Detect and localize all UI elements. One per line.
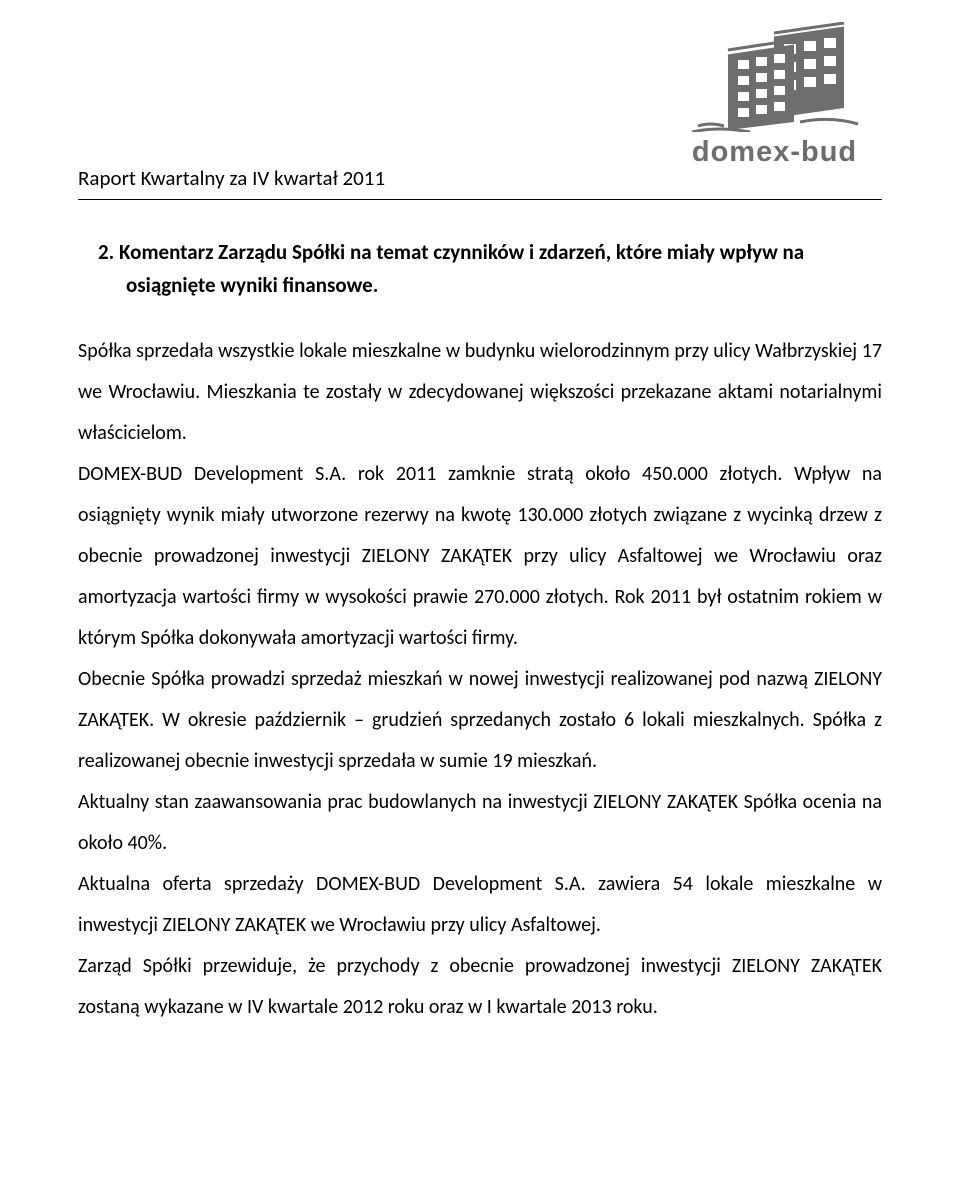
brand-name: domex-bud	[667, 136, 882, 169]
paragraph: DOMEX-BUD Development S.A. rok 2011 zamk…	[78, 454, 882, 659]
paragraph: Aktualny stan zaawansowania prac budowla…	[78, 782, 882, 864]
body-content: Spółka sprzedała wszystkie lokale mieszk…	[78, 331, 882, 1028]
section-heading: 2. Komentarz Zarządu Spółki na temat czy…	[78, 236, 882, 301]
page-header: Raport Kwartalny za IV kwartał 2011	[78, 165, 882, 200]
paragraph: Spółka sprzedała wszystkie lokale mieszk…	[78, 331, 882, 454]
buildings-icon	[690, 22, 860, 132]
report-title: Raport Kwartalny za IV kwartał 2011	[78, 165, 882, 197]
paragraph: Obecnie Spółka prowadzi sprzedaż mieszka…	[78, 659, 882, 782]
paragraph: Aktualna oferta sprzedaży DOMEX-BUD Deve…	[78, 864, 882, 946]
brand-logo: domex-bud	[667, 22, 882, 169]
section-title: Komentarz Zarządu Spółki na temat czynni…	[119, 239, 804, 298]
section-number: 2.	[98, 239, 114, 265]
paragraph: Zarząd Spółki przewiduje, że przychody z…	[78, 946, 882, 1028]
header-divider	[78, 199, 882, 200]
